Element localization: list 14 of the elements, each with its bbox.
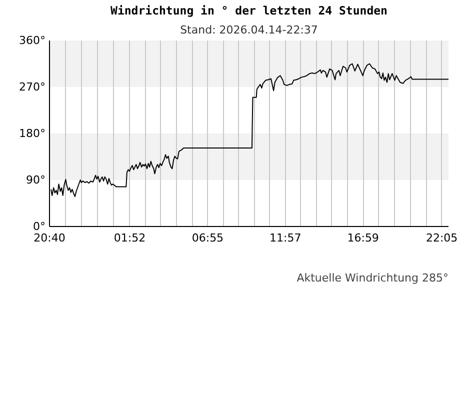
x-tick-label: 22:05 — [426, 232, 458, 244]
chart-title: Windrichtung in ° der letzten 24 Stunden — [110, 4, 388, 18]
x-tick-label: 06:55 — [192, 232, 224, 244]
y-tick-label: 180° — [19, 127, 46, 140]
x-tick-label: 20:40 — [34, 232, 66, 244]
text: Aktuelle Windrichtung 285° — [296, 272, 449, 284]
y-tick-label: 360° — [19, 34, 46, 47]
chart-subtitle: Stand: 2026.04.14-22:37 — [180, 24, 318, 36]
x-tick-label: 01:52 — [114, 232, 146, 244]
y-tick-label: 270° — [19, 80, 46, 94]
x-tick-label: 11:57 — [270, 232, 302, 244]
y-tick-label: 0° — [33, 220, 46, 233]
x-tick-label: 16:59 — [347, 232, 379, 244]
y-tick-label: 90° — [26, 174, 46, 186]
